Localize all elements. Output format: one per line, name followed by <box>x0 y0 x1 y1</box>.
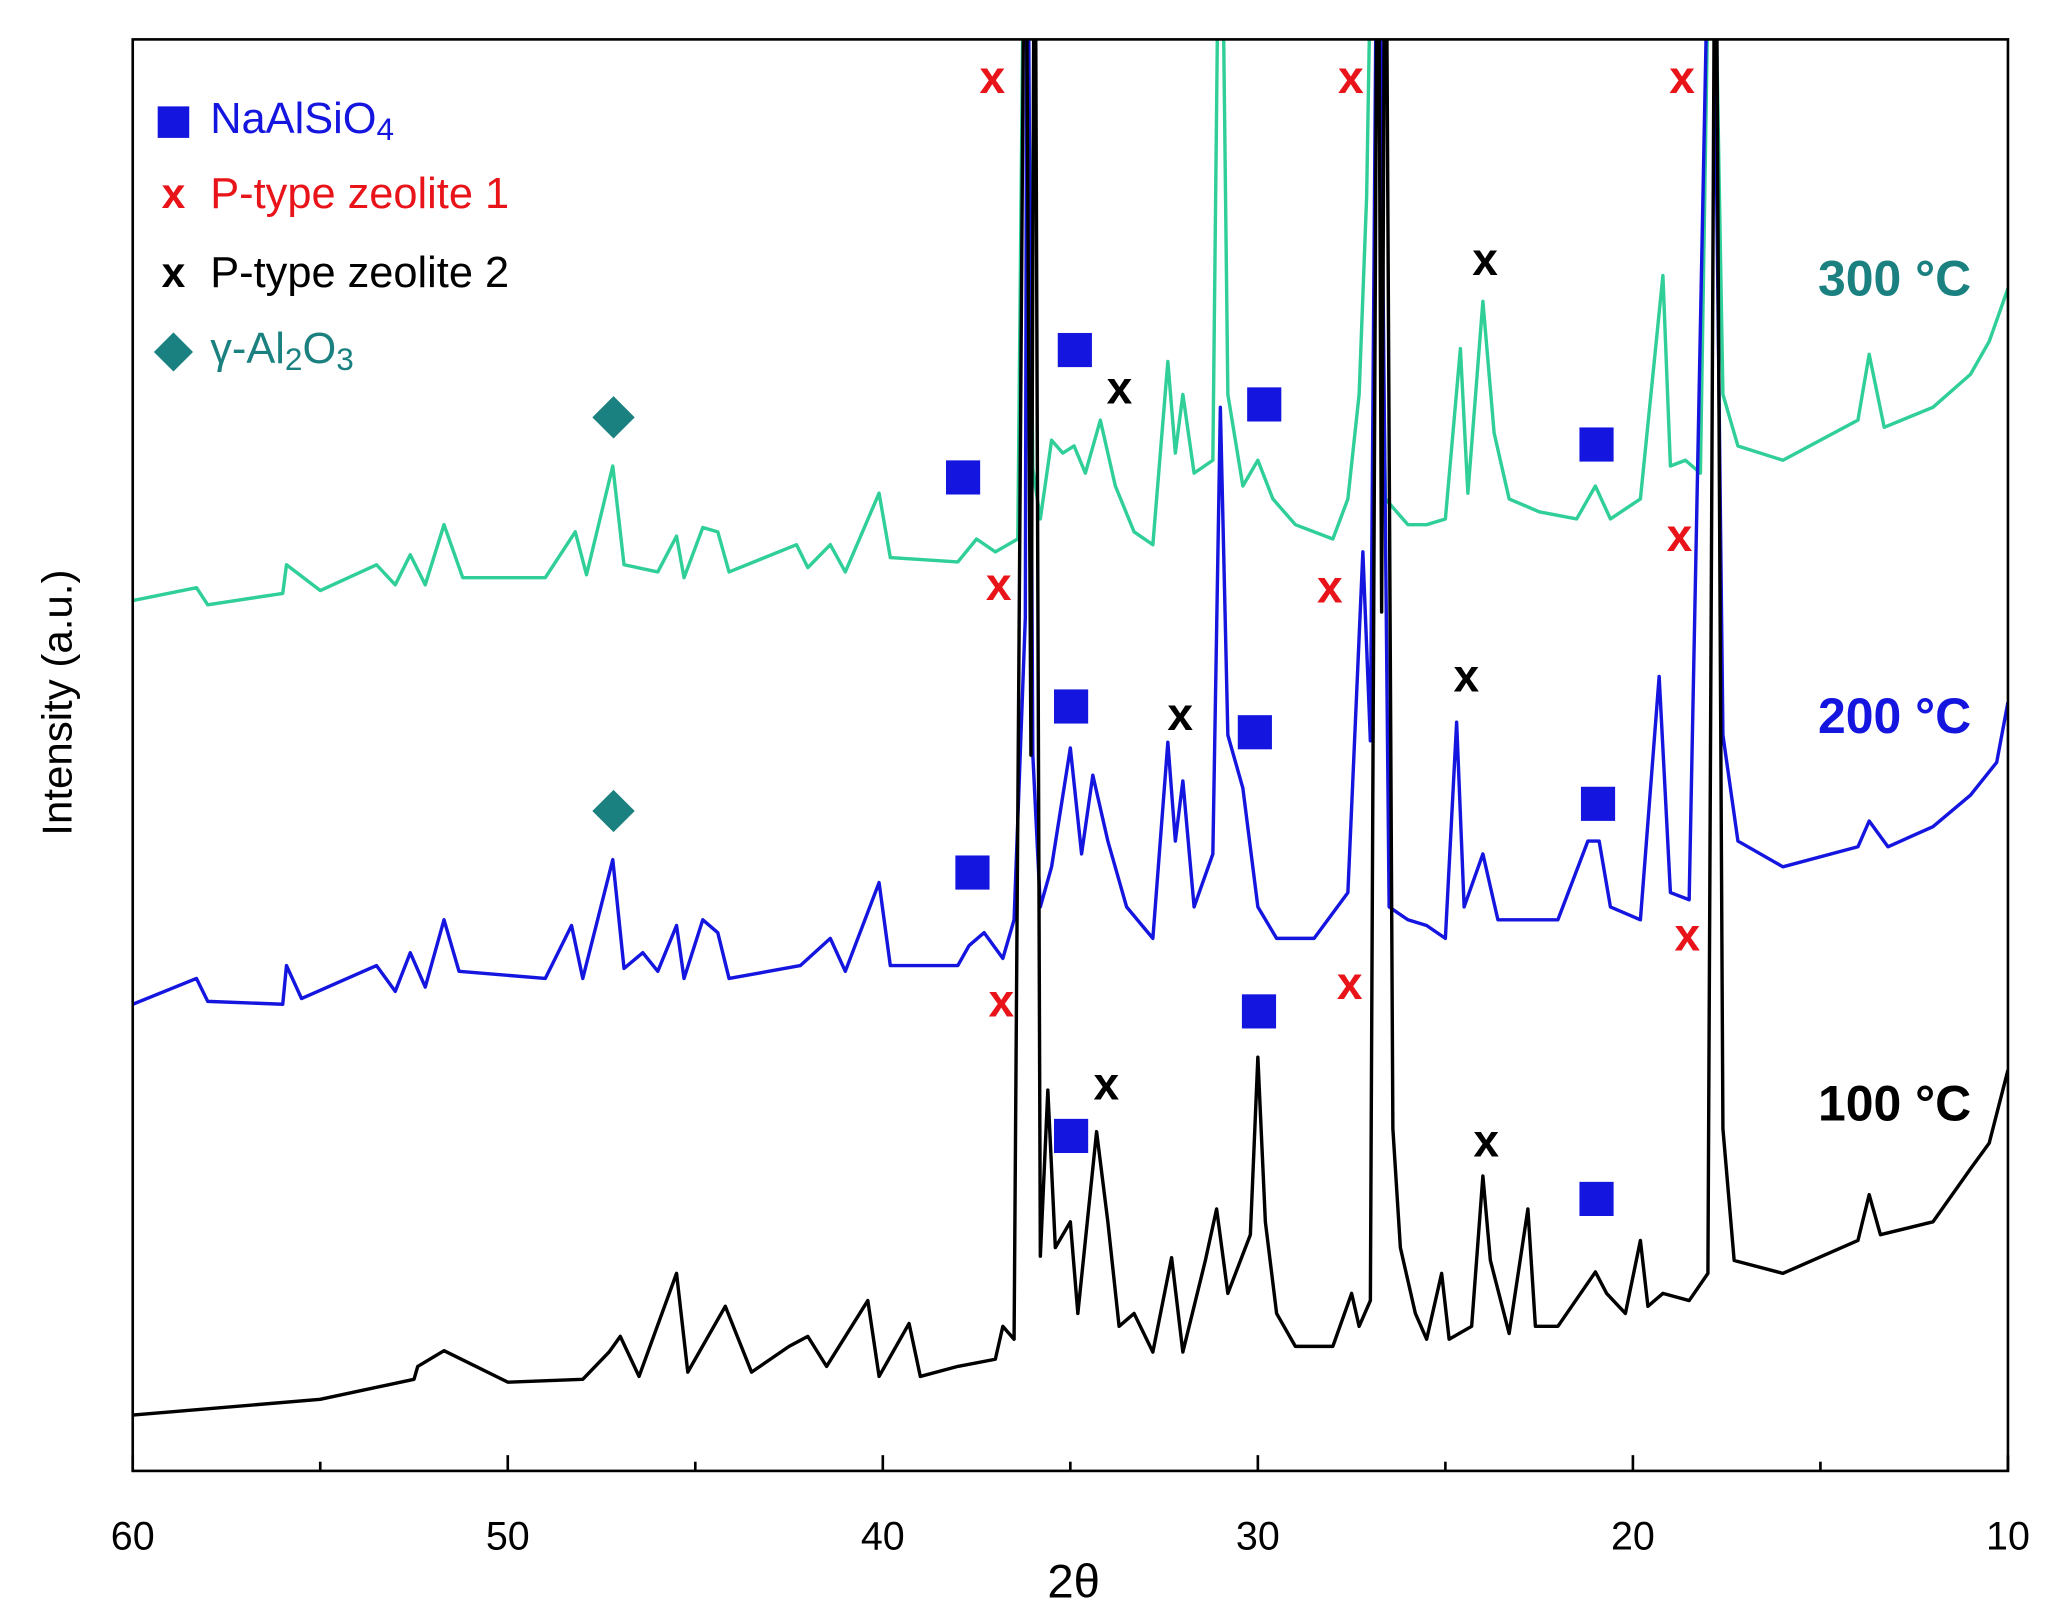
marker-square <box>945 460 981 495</box>
y-axis-label: Intensity (a.u.) <box>34 570 81 836</box>
x-tick-label: 10 <box>1986 1515 2030 1559</box>
legend-text: P-type zeolite 1 <box>210 170 509 218</box>
marker-x: x <box>1472 233 1498 285</box>
legend-entry: P-type zeolite 2 <box>210 249 509 297</box>
marker-diamond <box>592 789 635 833</box>
marker-square <box>1580 786 1616 821</box>
x-axis-label: 2θ <box>1047 1556 1100 1609</box>
marker-x: x <box>1454 649 1480 701</box>
series-label: 200 °C <box>1818 688 1971 744</box>
legend-label: P-type zeolite 2 <box>210 249 509 297</box>
x-tick-label: 40 <box>861 1515 905 1559</box>
marker-x: x <box>1317 561 1343 613</box>
plot-area <box>132 39 2008 1417</box>
legend-text: γ-Al <box>210 325 285 373</box>
marker-x: x <box>1674 909 1700 961</box>
legend-subscript: 4 <box>377 111 395 147</box>
legend-text: O <box>302 325 336 373</box>
legend-label: γ-Al2O3 <box>210 325 353 376</box>
marker-x: x <box>1473 1115 1499 1167</box>
marker-x: x <box>986 558 1012 610</box>
marker-x: x <box>1338 51 1364 103</box>
xrd-curve <box>132 39 2008 607</box>
marker-square <box>1579 427 1614 462</box>
marker-square <box>1579 1181 1614 1216</box>
marker-square <box>1054 689 1089 724</box>
marker-diamond <box>153 332 194 372</box>
xrd-curve <box>132 39 2008 1417</box>
legend-entry: NaAlSiO4 <box>210 96 394 147</box>
series-label: 300 °C <box>1818 251 1971 307</box>
series-label: 100 °C <box>1818 1075 1971 1131</box>
xrd-curve <box>132 39 2008 1006</box>
legend-entry: γ-Al2O3 <box>210 325 353 376</box>
marker-x: x <box>162 170 186 218</box>
x-tick-label: 20 <box>1611 1515 1655 1559</box>
marker-x: x <box>162 249 186 297</box>
marker-square <box>955 855 990 890</box>
legend-subscript: 2 <box>285 341 303 377</box>
marker-square <box>1247 387 1282 422</box>
marker-square <box>157 106 190 138</box>
legend-label: NaAlSiO4 <box>210 96 394 147</box>
legend-subscript: 3 <box>336 341 354 377</box>
marker-diamond <box>592 396 635 439</box>
marker-x: x <box>1667 509 1693 561</box>
legend-label: P-type zeolite 1 <box>210 170 509 218</box>
x-tick-label: 50 <box>486 1515 530 1559</box>
marker-x: x <box>1107 362 1133 414</box>
marker-x: x <box>1167 688 1193 740</box>
marker-square <box>1241 994 1277 1029</box>
legend-text: NaAlSiO <box>210 96 376 144</box>
x-tick-label: 60 <box>111 1515 155 1559</box>
legend-text: P-type zeolite 2 <box>210 249 509 297</box>
legend-entry: P-type zeolite 1 <box>210 170 509 218</box>
marker-square <box>1054 1118 1089 1154</box>
marker-x: x <box>979 51 1005 103</box>
marker-x: x <box>1094 1057 1120 1109</box>
marker-x: x <box>1669 51 1695 103</box>
x-tick-label: 30 <box>1236 1515 1280 1559</box>
marker-square <box>1057 332 1092 368</box>
marker-x: x <box>1337 957 1363 1009</box>
marker-square <box>1237 715 1272 750</box>
marker-x: x <box>988 974 1014 1026</box>
